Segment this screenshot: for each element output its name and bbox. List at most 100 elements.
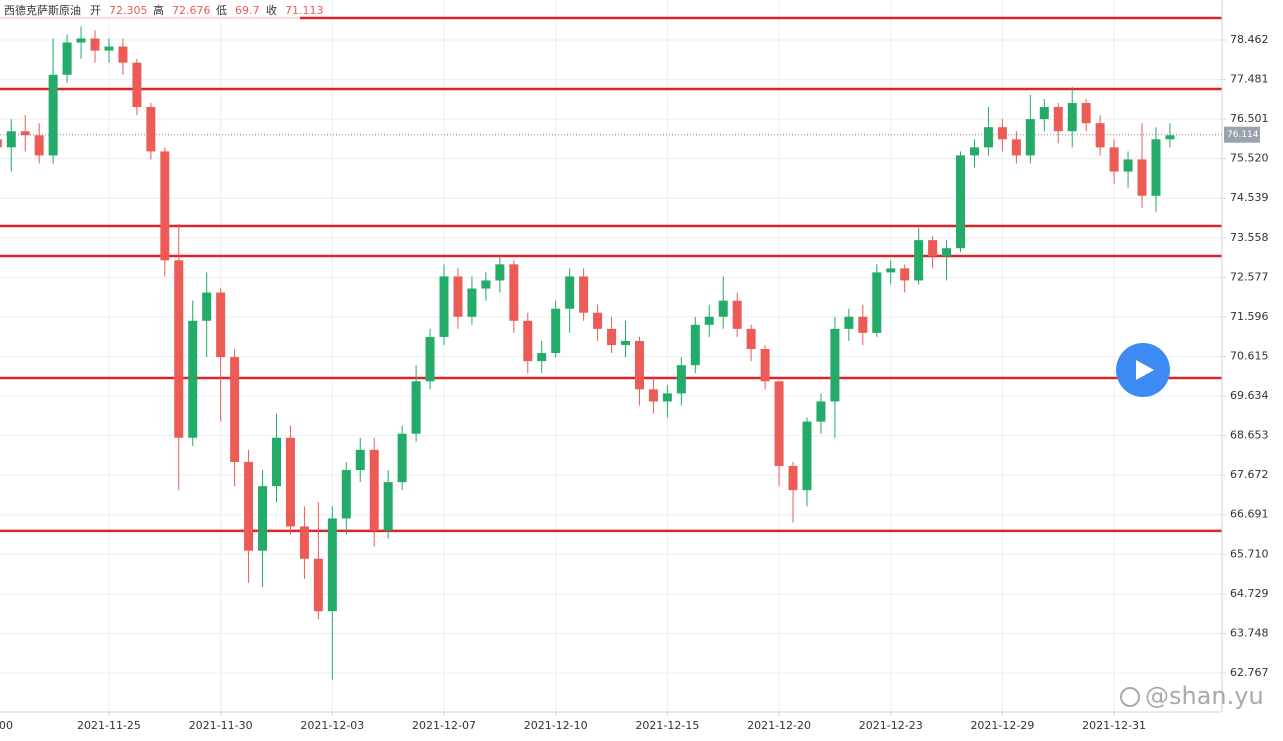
candle-body [746, 328, 756, 350]
candle-body [425, 336, 435, 382]
axes: 62.767 63.748 64.729 65.710 66.691 67.672 68.6… [0, 33, 1269, 732]
candle-body [774, 381, 784, 466]
y-tick-label: 65.710 [1230, 547, 1269, 560]
candle-body [983, 127, 993, 148]
candle-body [285, 437, 295, 527]
candle-body [732, 300, 742, 329]
candle-body [341, 470, 351, 519]
x-tick-label: 2021-12-03 [300, 719, 364, 732]
candle-body [397, 433, 407, 483]
candle-body [0, 139, 2, 148]
x-tick-label: 2021-11-30 [189, 719, 253, 732]
candle-body [48, 74, 58, 156]
close-label: 收 [266, 3, 277, 17]
candle-body [523, 320, 533, 362]
y-tick-label: 62.767 [1230, 666, 1269, 679]
close-value: 71.113 [285, 4, 324, 17]
candle-body [216, 292, 226, 358]
low-label: 低 [216, 4, 227, 17]
high-value: 72.676 [172, 4, 211, 17]
x-tick-label: 2021-12-23 [859, 719, 923, 732]
candle-body [90, 38, 100, 51]
open-value: 72.305 [109, 4, 148, 17]
header-bg [0, 2, 300, 20]
candle-body [174, 260, 184, 438]
candle-body [6, 131, 16, 148]
last-price-box [1224, 126, 1260, 143]
candle-body [146, 107, 156, 152]
candle-body [872, 272, 882, 333]
candle-body [383, 482, 393, 531]
candle-body [118, 46, 128, 63]
candle-body [970, 147, 979, 156]
candle-body [704, 316, 714, 325]
x-tick-label: 2021-12-31 [1082, 719, 1146, 732]
candle-body [439, 276, 449, 337]
candle-body [621, 340, 630, 345]
candle-body [1095, 123, 1105, 148]
candle-body [607, 328, 617, 345]
candle-body [690, 324, 700, 366]
candle-body [718, 300, 728, 317]
y-tick-label: 70.615 [1230, 349, 1269, 362]
candle-body [327, 518, 337, 612]
x-tick-label: 00 [0, 719, 13, 732]
open-label: 开 [90, 4, 101, 17]
x-tick-label: 2021-12-10 [524, 719, 588, 732]
candle-body [1165, 135, 1175, 140]
y-tick-label: 67.672 [1230, 468, 1269, 481]
candle-body [1137, 159, 1147, 196]
candle-body [662, 393, 672, 402]
candle-body [313, 558, 323, 612]
y-tick-label: 76.501 [1230, 112, 1269, 125]
x-tick-label: 2021-11-25 [77, 719, 141, 732]
candle-body [997, 127, 1007, 140]
candle-body [76, 38, 86, 43]
header: 西德克萨斯原油 开 72.305 高 72.676 低 69.7 收 71.11… [0, 2, 324, 20]
candle-body [900, 268, 910, 281]
high-label: 高 [153, 3, 164, 17]
y-tick-label: 64.729 [1230, 587, 1269, 600]
candle-body [481, 280, 491, 289]
candle-body [844, 316, 854, 329]
candle-body [355, 449, 365, 471]
candle-body [1053, 107, 1063, 132]
candle-body [760, 349, 770, 382]
candle-body [816, 401, 826, 422]
candle-body [551, 308, 561, 354]
candle-body [299, 526, 309, 559]
candle-body [858, 316, 868, 333]
y-tick-label: 78.462 [1230, 33, 1269, 46]
candle-body [1067, 103, 1077, 132]
candles [0, 26, 1175, 680]
y-tick-label: 71.596 [1230, 310, 1269, 323]
low-value: 69.7 [235, 4, 260, 17]
x-tick-label: 2021-12-29 [970, 719, 1034, 732]
candle-body [453, 276, 463, 317]
candle-body [1151, 139, 1161, 196]
candle-body [411, 381, 421, 434]
watermark-icon [1120, 687, 1140, 707]
candle-body [956, 155, 966, 249]
candle-body [676, 365, 686, 394]
x-tick-label: 2021-12-20 [747, 719, 811, 732]
last-price-label: 76.114 [1227, 130, 1259, 140]
play-icon [1136, 360, 1154, 380]
y-tick-label: 63.748 [1230, 626, 1269, 639]
candle-body [928, 240, 938, 257]
candle-body [802, 421, 812, 491]
candle-body [509, 264, 519, 321]
play-button[interactable] [1116, 343, 1170, 397]
candle-body [788, 465, 798, 491]
candle-body [914, 240, 924, 281]
candle-body [132, 62, 142, 108]
watermark: @shan.yu [1120, 682, 1264, 710]
y-tick-label: 69.634 [1230, 389, 1269, 402]
candle-body [202, 292, 212, 321]
candle-body [648, 389, 658, 402]
candle-body [20, 131, 30, 136]
candle-body [62, 42, 72, 75]
candle-body [188, 320, 198, 438]
y-tick-label: 66.691 [1230, 508, 1269, 521]
